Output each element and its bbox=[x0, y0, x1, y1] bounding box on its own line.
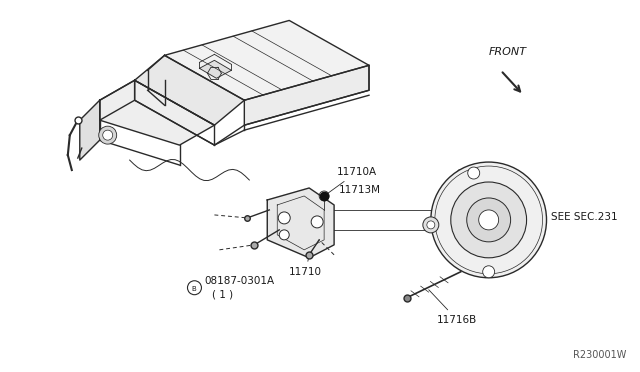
Polygon shape bbox=[244, 65, 369, 125]
Text: B: B bbox=[191, 286, 196, 292]
Circle shape bbox=[311, 216, 323, 228]
Circle shape bbox=[483, 266, 495, 278]
Circle shape bbox=[99, 126, 116, 144]
Text: 11716B: 11716B bbox=[429, 290, 477, 325]
Circle shape bbox=[279, 230, 289, 240]
Text: ( 1 ): ( 1 ) bbox=[212, 290, 234, 300]
Text: 11713M: 11713M bbox=[339, 185, 381, 195]
Polygon shape bbox=[200, 60, 232, 78]
Circle shape bbox=[431, 162, 547, 278]
Circle shape bbox=[278, 212, 290, 224]
Polygon shape bbox=[100, 80, 134, 120]
Text: FRONT: FRONT bbox=[489, 47, 527, 57]
Polygon shape bbox=[437, 168, 479, 200]
Polygon shape bbox=[479, 260, 499, 270]
Polygon shape bbox=[268, 188, 334, 258]
Circle shape bbox=[451, 182, 527, 258]
Circle shape bbox=[468, 167, 480, 179]
Polygon shape bbox=[164, 20, 369, 100]
Text: 11710A: 11710A bbox=[326, 167, 377, 194]
Circle shape bbox=[427, 221, 435, 229]
Polygon shape bbox=[80, 100, 100, 160]
Circle shape bbox=[423, 217, 439, 233]
Text: 11710: 11710 bbox=[289, 257, 322, 277]
Polygon shape bbox=[134, 55, 244, 125]
Text: 08187-0301A: 08187-0301A bbox=[204, 276, 275, 286]
Text: R230001W: R230001W bbox=[573, 350, 627, 359]
Text: SEE SEC.231: SEE SEC.231 bbox=[501, 212, 617, 225]
Circle shape bbox=[479, 210, 499, 230]
Circle shape bbox=[103, 130, 113, 140]
Polygon shape bbox=[100, 80, 214, 145]
Circle shape bbox=[467, 198, 511, 242]
